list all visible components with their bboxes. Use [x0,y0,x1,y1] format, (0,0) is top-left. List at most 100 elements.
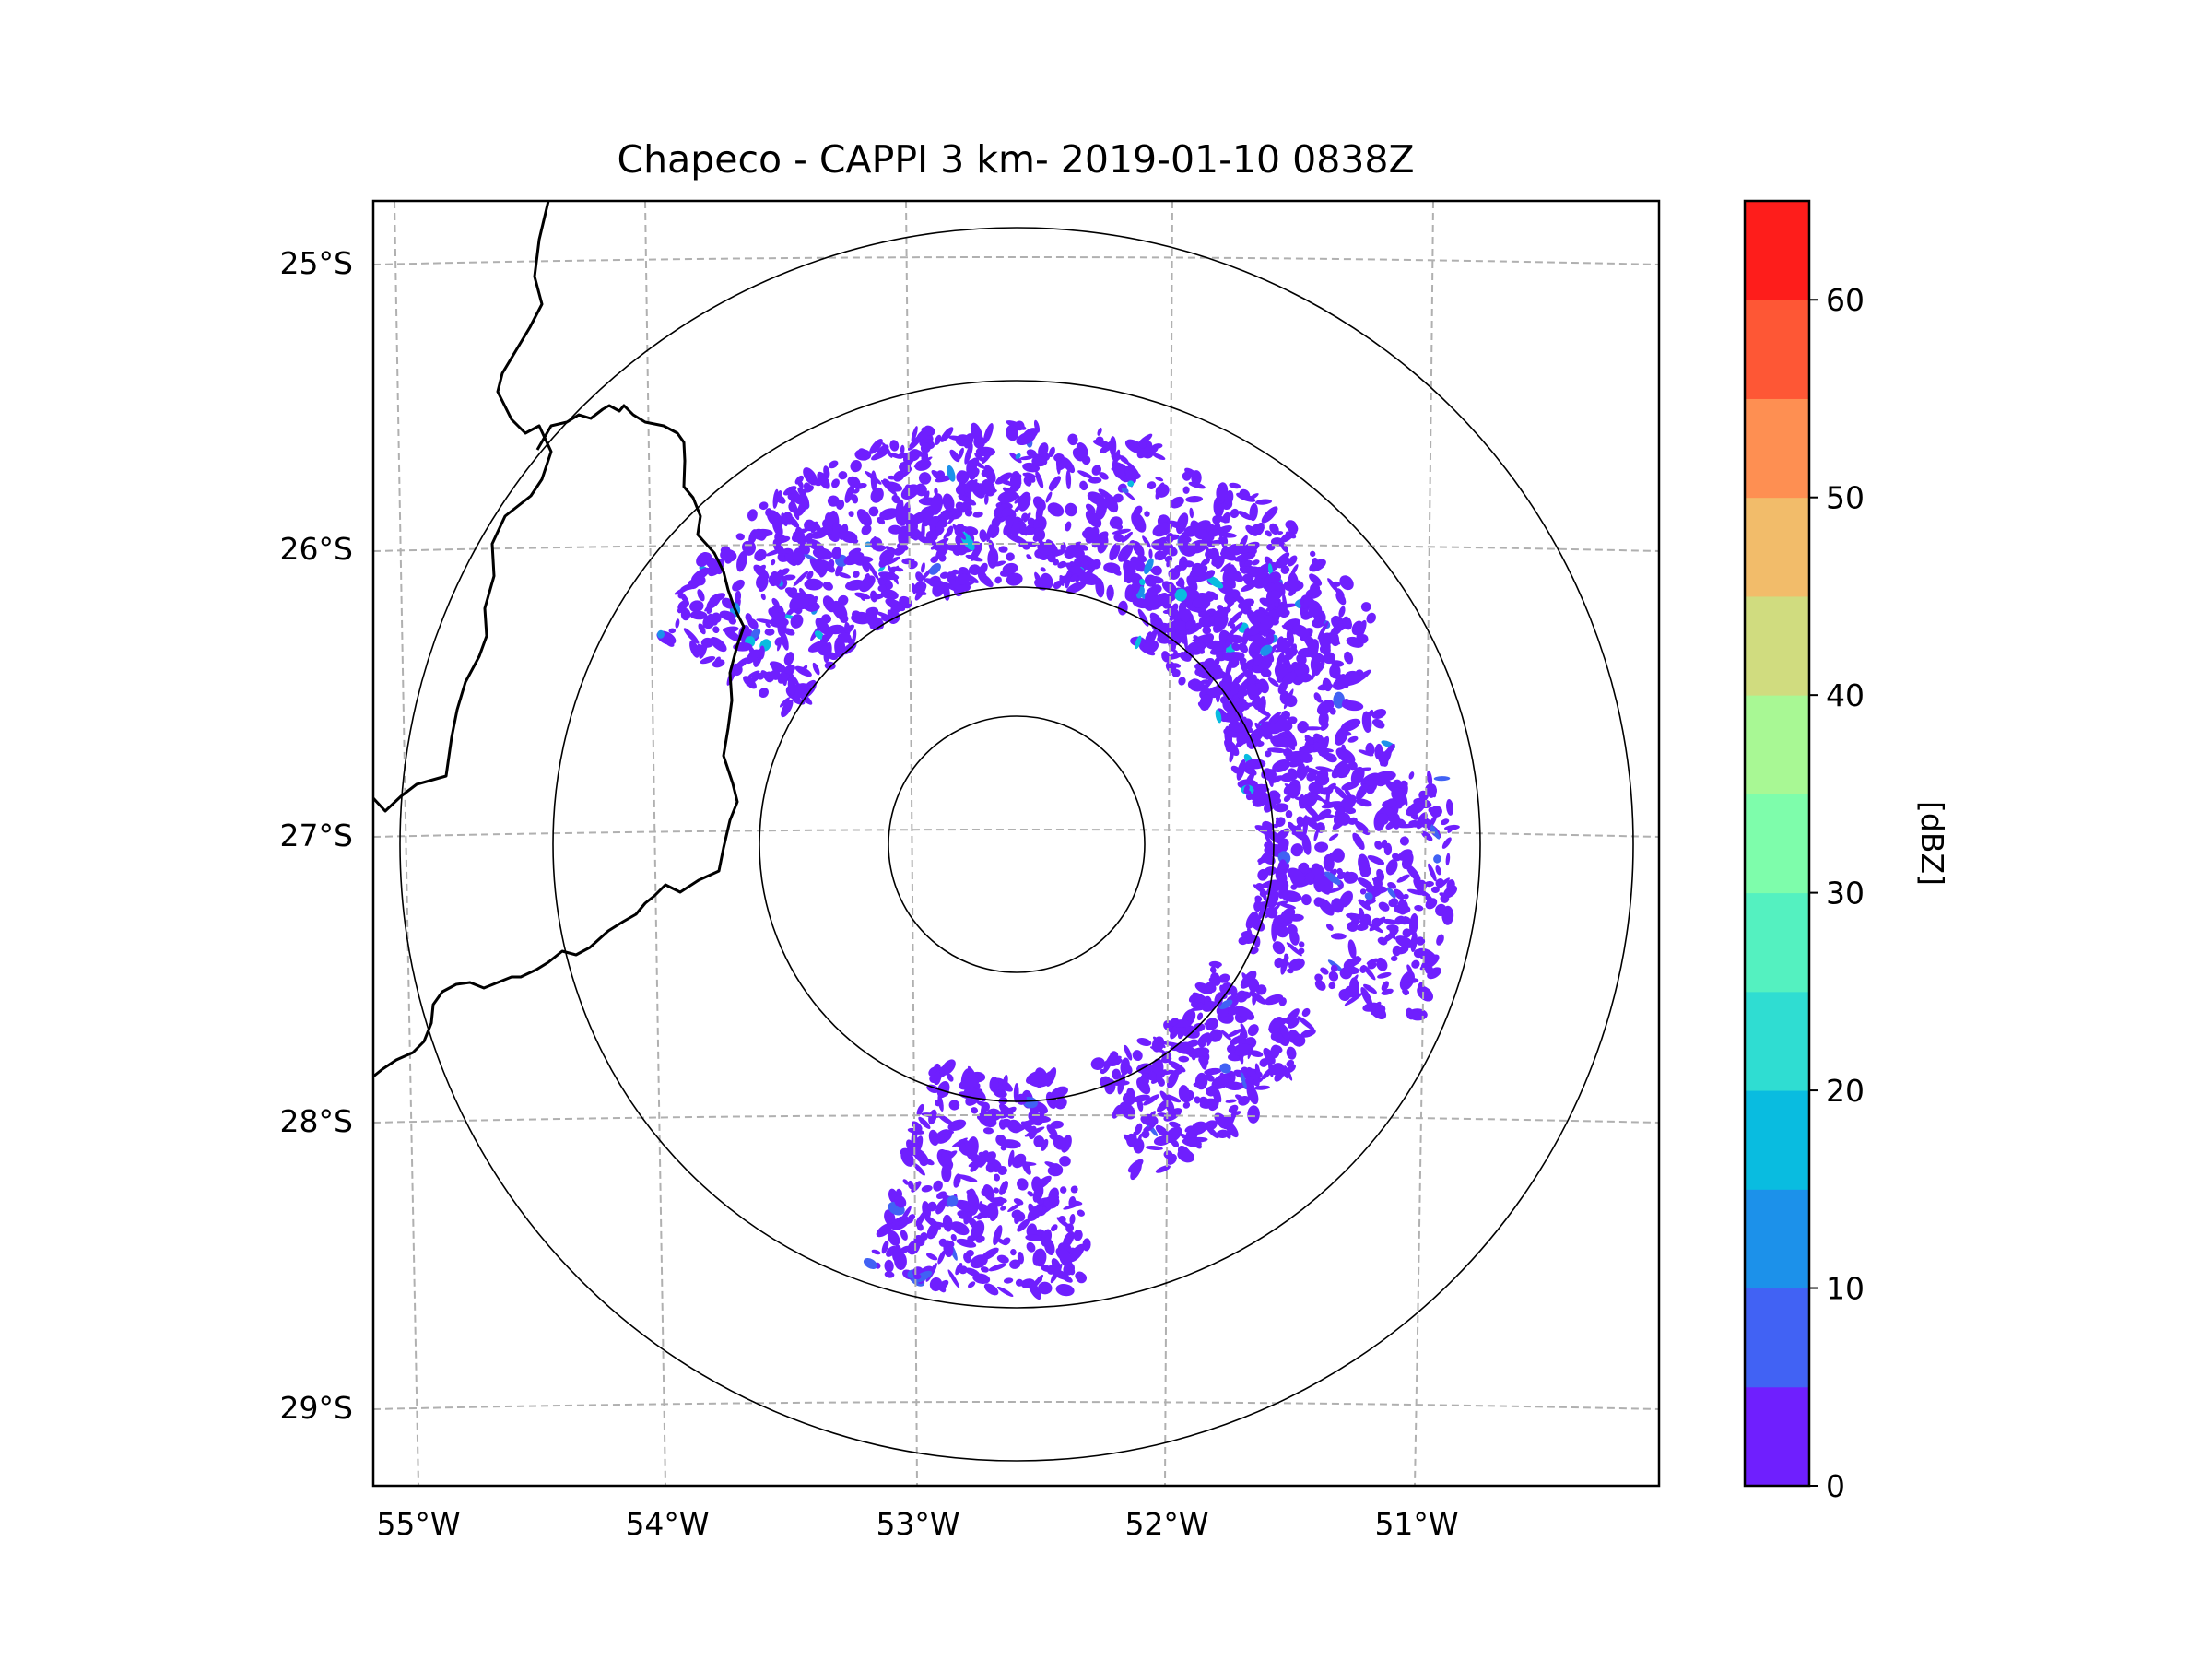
echo-cell [1124,1044,1133,1061]
echo-cell [996,1286,1014,1297]
echo-cell [1228,634,1245,644]
echo-cell [783,628,795,636]
colorbar-segments [1745,201,1809,1487]
echo-cell [1249,503,1258,522]
echo-cell [668,628,677,634]
echo-cell [1205,1018,1218,1031]
echo-cell [812,478,823,487]
echo-cell [1069,1214,1076,1225]
echo-cell [1371,718,1385,729]
echo-cell [1127,480,1135,488]
echo-cell [976,1100,989,1107]
echo-cell [1100,1068,1106,1075]
echo-cell [1179,652,1192,662]
echo-cell [1137,554,1147,563]
echo-cell [949,449,960,463]
echo-cell [1171,1069,1184,1077]
echo-cell [1136,1038,1152,1046]
echo-cell [1289,913,1304,922]
echo-cell [769,516,774,523]
echo-cell [1109,516,1123,529]
echo-cell [1067,433,1078,446]
echo-cell [750,628,761,640]
echo-cell [1392,813,1401,830]
echo-cell [1204,661,1218,680]
echo-cell [1401,852,1414,870]
echo-cell [965,554,983,562]
lat-tick-label: 27°S [280,818,353,853]
echo-cell [900,1245,911,1253]
echo-cell [1038,1281,1053,1295]
echo-cell [1096,537,1106,550]
colorbar: 0 10 20 30 40 50 60 [dBZ] [1743,199,1950,1504]
echo-cell [1356,619,1367,641]
echo-cell [1235,698,1247,713]
echo-cell [1320,967,1329,975]
echo-cell [1225,571,1236,589]
echo-cell [895,1218,913,1226]
echo-cell [1424,880,1434,888]
colorbar-tick-label: 40 [1826,677,1865,713]
echo-cell [1085,503,1096,514]
echo-cell [1259,729,1269,740]
echo-cell [997,490,1018,504]
echo-cell [1267,772,1274,788]
echo-cell [1305,588,1322,599]
echo-cell [1218,532,1237,538]
echo-cell [829,460,839,469]
echo-cell [916,581,926,591]
echo-cell [1328,833,1339,841]
echo-cell [1050,1264,1063,1284]
echo-cell [1363,983,1377,994]
echo-cell [1189,678,1202,690]
echo-cell [1334,785,1347,800]
echo-cell [1054,1097,1067,1110]
echo-cell [1208,528,1220,537]
echo-cell [759,645,765,660]
echo-cell [1187,1137,1197,1147]
echo-cell [1003,1277,1014,1284]
echo-cell [1109,542,1121,561]
echo-cell [1055,1247,1072,1263]
echo-cell [710,637,727,653]
echo-cell [1347,922,1359,932]
echo-cell [1157,1077,1165,1087]
echo-cell [1268,571,1282,584]
echo-cell [964,443,973,465]
echo-cell [1065,1223,1075,1233]
echo-cell [1309,559,1326,572]
echo-cell [983,423,994,444]
echo-cell [925,1253,938,1261]
echo-cell [1013,1198,1024,1206]
echo-cell [1284,1065,1293,1081]
echo-cell [806,571,814,580]
echo-cell [1101,1055,1122,1066]
echo-cell [801,665,808,673]
echo-cell [1371,709,1387,719]
echo-cell [1288,571,1299,592]
echo-cell [994,576,1002,584]
echo-cell [1433,854,1441,864]
echo-cell [957,1174,978,1182]
echo-cell [889,440,900,452]
echo-cell [898,525,911,547]
echo-cell [1142,535,1151,548]
echo-cell [1193,635,1200,641]
echo-cell [771,559,776,566]
echo-cell [983,493,989,505]
echo-cell [933,1221,947,1228]
echo-cell [1423,891,1435,906]
echo-cell [1228,622,1243,638]
echo-cell [1362,964,1376,981]
echo-cell [1419,960,1434,971]
echo-cell [1188,994,1197,1003]
echo-cell [1283,794,1291,803]
echo-cell [1330,634,1339,646]
echo-cell [1308,639,1319,658]
echo-cell [993,1173,1001,1182]
echo-cell [1006,533,1028,545]
echo-cell [1227,610,1243,627]
echo-cell [822,524,833,535]
echo-cell [1247,1024,1259,1037]
